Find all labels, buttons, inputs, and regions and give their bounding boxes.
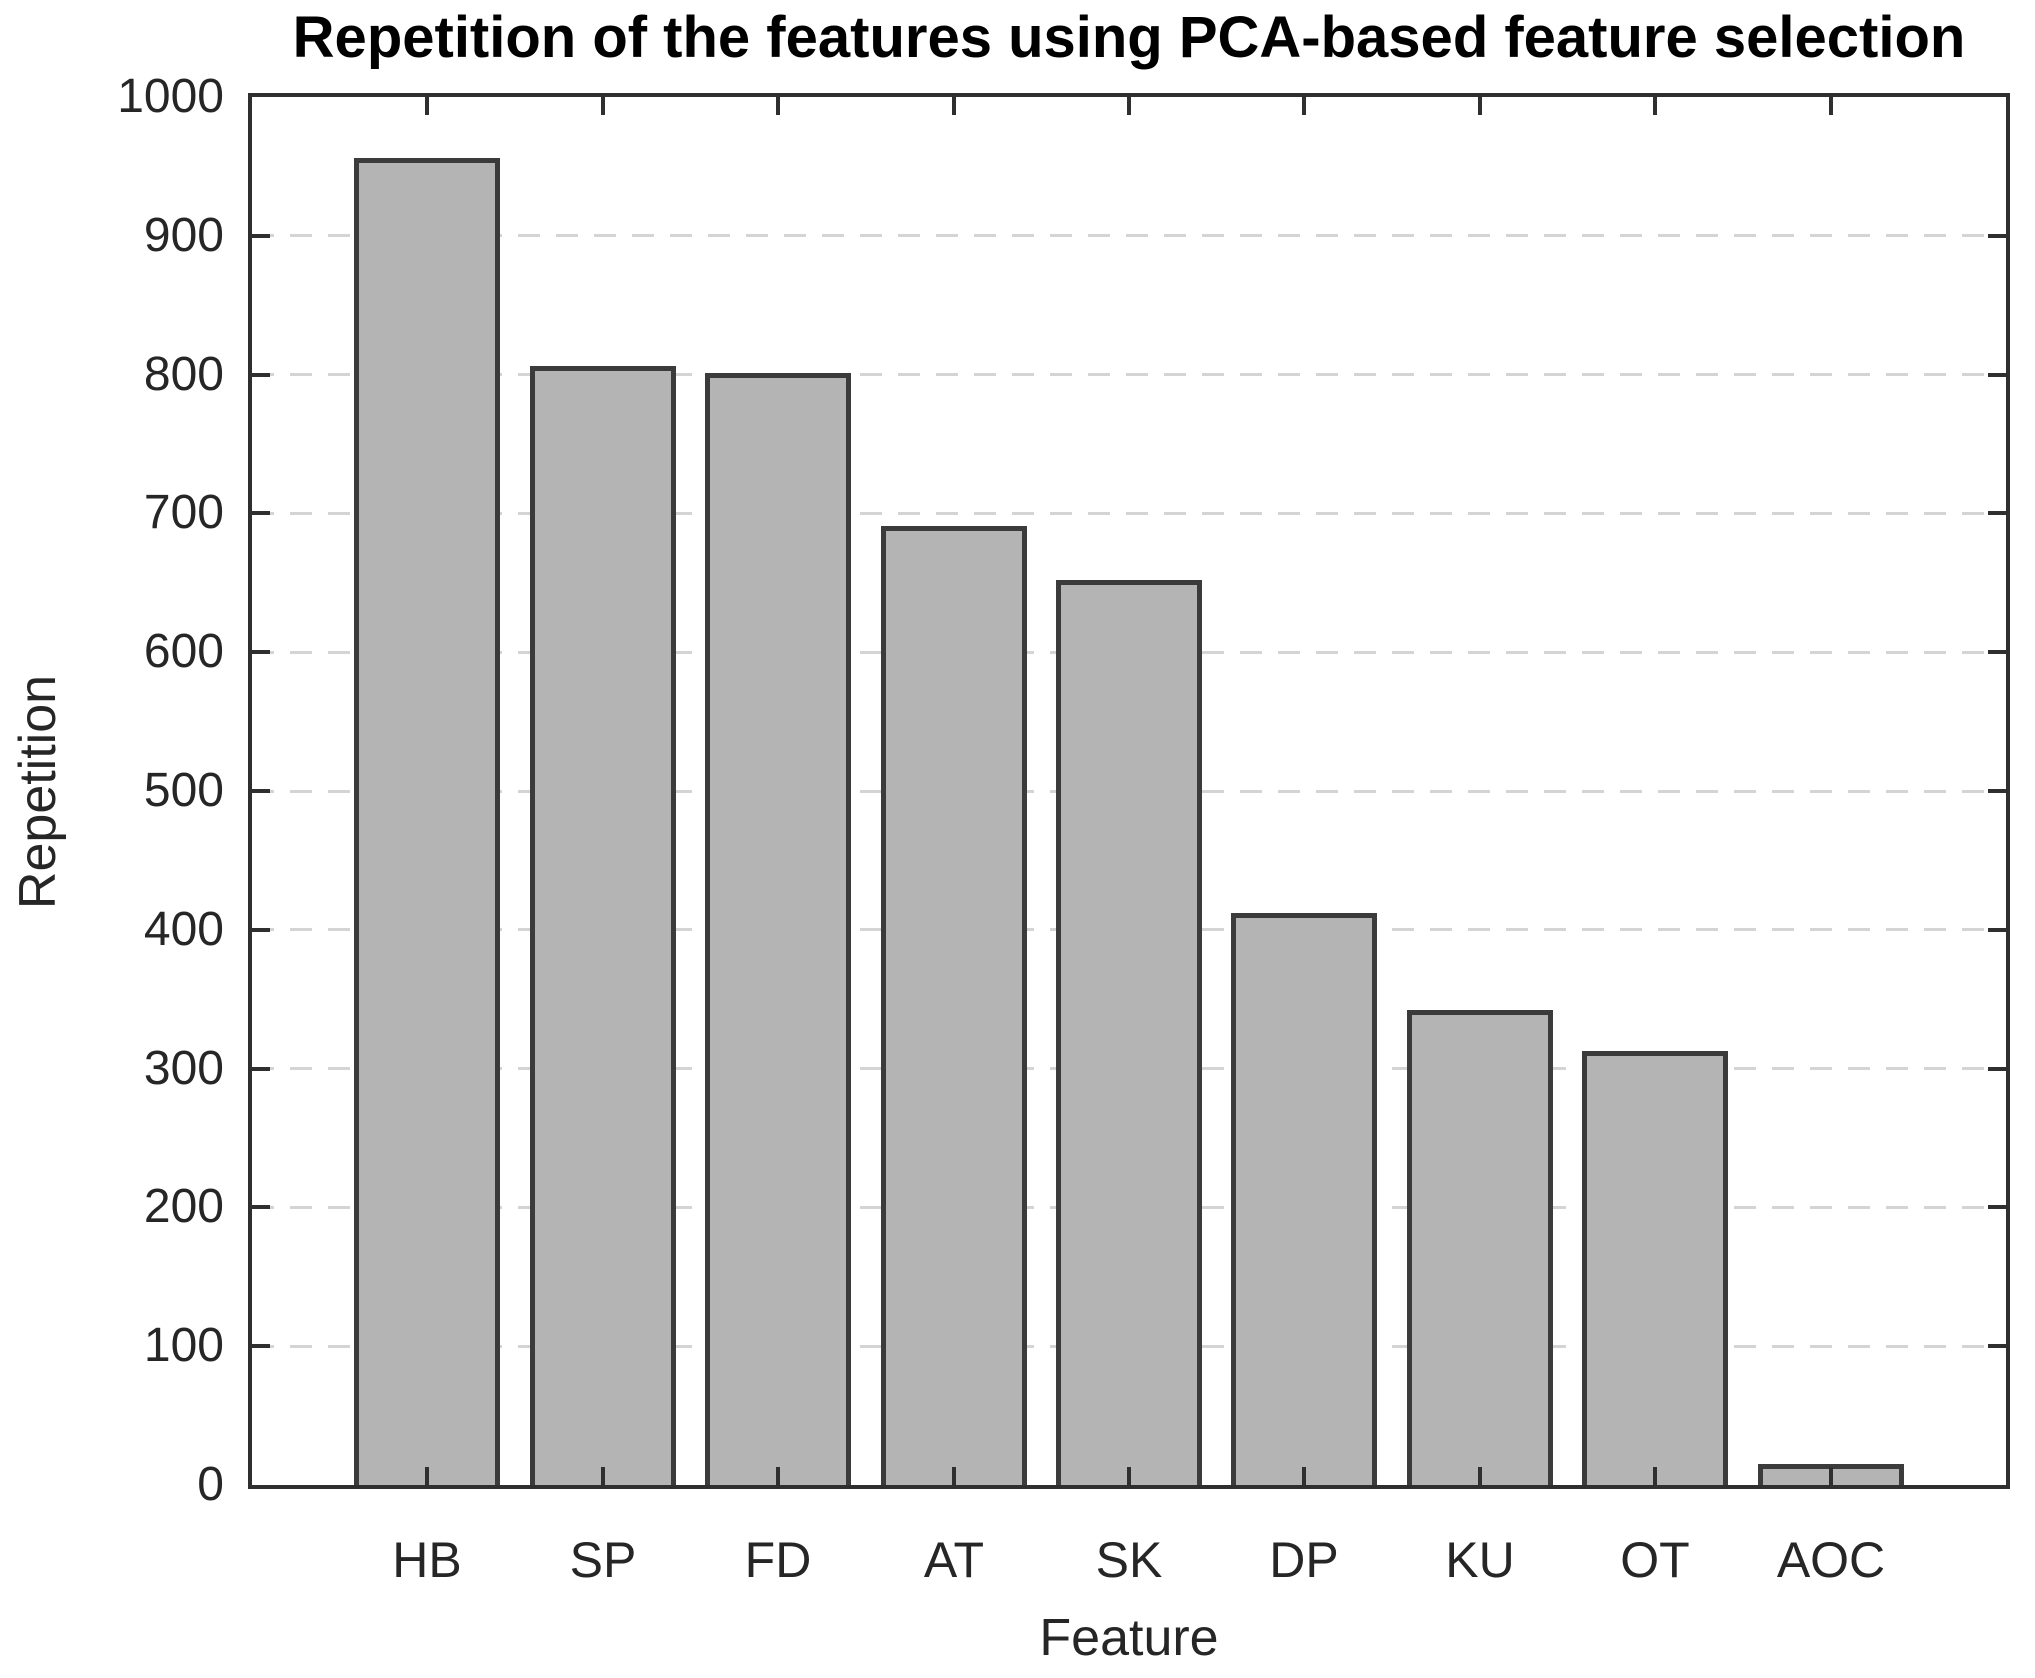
ytick-left-700: [252, 511, 270, 516]
x-tick-label-at: AT: [923, 1532, 985, 1588]
ytick-right-200: [1988, 1205, 2006, 1210]
ytick-right-400: [1988, 927, 2006, 932]
gridline-y-700: [252, 511, 2006, 515]
xtick-top-sk: [1127, 97, 1131, 115]
y-tick-label-400: 400: [143, 903, 224, 956]
bar-sk: [1056, 580, 1202, 1485]
y-tick-label-300: 300: [143, 1042, 224, 1095]
xtick-bottom-sk: [1127, 1467, 1131, 1485]
gridline-y-900: [252, 234, 2006, 238]
y-tick-label-800: 800: [143, 348, 224, 401]
xtick-bottom-hb: [425, 1467, 429, 1485]
ytick-left-100: [252, 1344, 270, 1349]
y-tick-label-100: 100: [143, 1319, 224, 1372]
x-tick-label-dp: DP: [1269, 1532, 1339, 1588]
x-tick-label-sk: SK: [1095, 1532, 1163, 1588]
y-tick-label-900: 900: [143, 209, 224, 262]
xtick-top-fd: [776, 97, 780, 115]
x-tick-label-sp: SP: [569, 1532, 637, 1588]
ytick-right-300: [1988, 1066, 2006, 1071]
y-tick-label-1000: 1000: [117, 70, 224, 123]
ytick-right-700: [1988, 511, 2006, 516]
ytick-right-100: [1988, 1344, 2006, 1349]
xtick-top-dp: [1302, 97, 1306, 115]
xtick-top-ku: [1478, 97, 1482, 115]
xtick-bottom-dp: [1302, 1467, 1306, 1485]
xtick-bottom-ku: [1478, 1467, 1482, 1485]
bar-at: [881, 526, 1027, 1485]
ytick-right-600: [1988, 650, 2006, 655]
bar-ot: [1582, 1051, 1728, 1485]
x-tick-label-aoc: AOC: [1776, 1532, 1886, 1588]
x-tick-label-ku: KU: [1445, 1532, 1515, 1588]
bar-sp: [530, 366, 676, 1485]
ytick-left-500: [252, 789, 270, 793]
bar-dp: [1231, 913, 1377, 1485]
xtick-bottom-sp: [601, 1467, 605, 1485]
chart-title: Repetition of the features using PCA-bas…: [292, 5, 1966, 70]
ytick-right-500: [1988, 789, 2006, 793]
plot-area: [248, 93, 2010, 1489]
y-tick-label-200: 200: [143, 1180, 224, 1233]
y-tick-label-600: 600: [143, 625, 224, 678]
x-tick-label-fd: FD: [744, 1532, 812, 1588]
ytick-left-600: [252, 650, 270, 655]
xtick-bottom-at: [952, 1467, 956, 1485]
gridline-y-800: [252, 373, 2006, 377]
x-axis-label: Feature: [1039, 1609, 1219, 1667]
plot-inner: [252, 97, 2006, 1485]
bar-hb: [354, 158, 500, 1485]
xtick-top-sp: [601, 97, 605, 115]
ytick-left-800: [252, 372, 270, 377]
xtick-bottom-ot: [1653, 1467, 1657, 1485]
bar-ku: [1407, 1010, 1553, 1485]
x-tick-label-hb: HB: [392, 1532, 462, 1588]
ytick-left-400: [252, 927, 270, 932]
xtick-top-aoc: [1829, 97, 1833, 115]
xtick-bottom-fd: [776, 1467, 780, 1485]
y-tick-label-0: 0: [197, 1458, 224, 1511]
ytick-left-200: [252, 1205, 270, 1210]
ytick-left-900: [252, 233, 270, 238]
ytick-right-800: [1988, 372, 2006, 377]
xtick-top-ot: [1653, 97, 1657, 115]
ytick-right-900: [1988, 233, 2006, 238]
xtick-bottom-aoc: [1829, 1467, 1833, 1485]
bar-fd: [705, 373, 851, 1485]
xtick-top-hb: [425, 97, 429, 115]
y-tick-label-500: 500: [143, 764, 224, 817]
y-tick-label-700: 700: [143, 486, 224, 539]
ytick-left-300: [252, 1066, 270, 1071]
x-tick-label-ot: OT: [1620, 1532, 1690, 1588]
xtick-top-at: [952, 97, 956, 115]
